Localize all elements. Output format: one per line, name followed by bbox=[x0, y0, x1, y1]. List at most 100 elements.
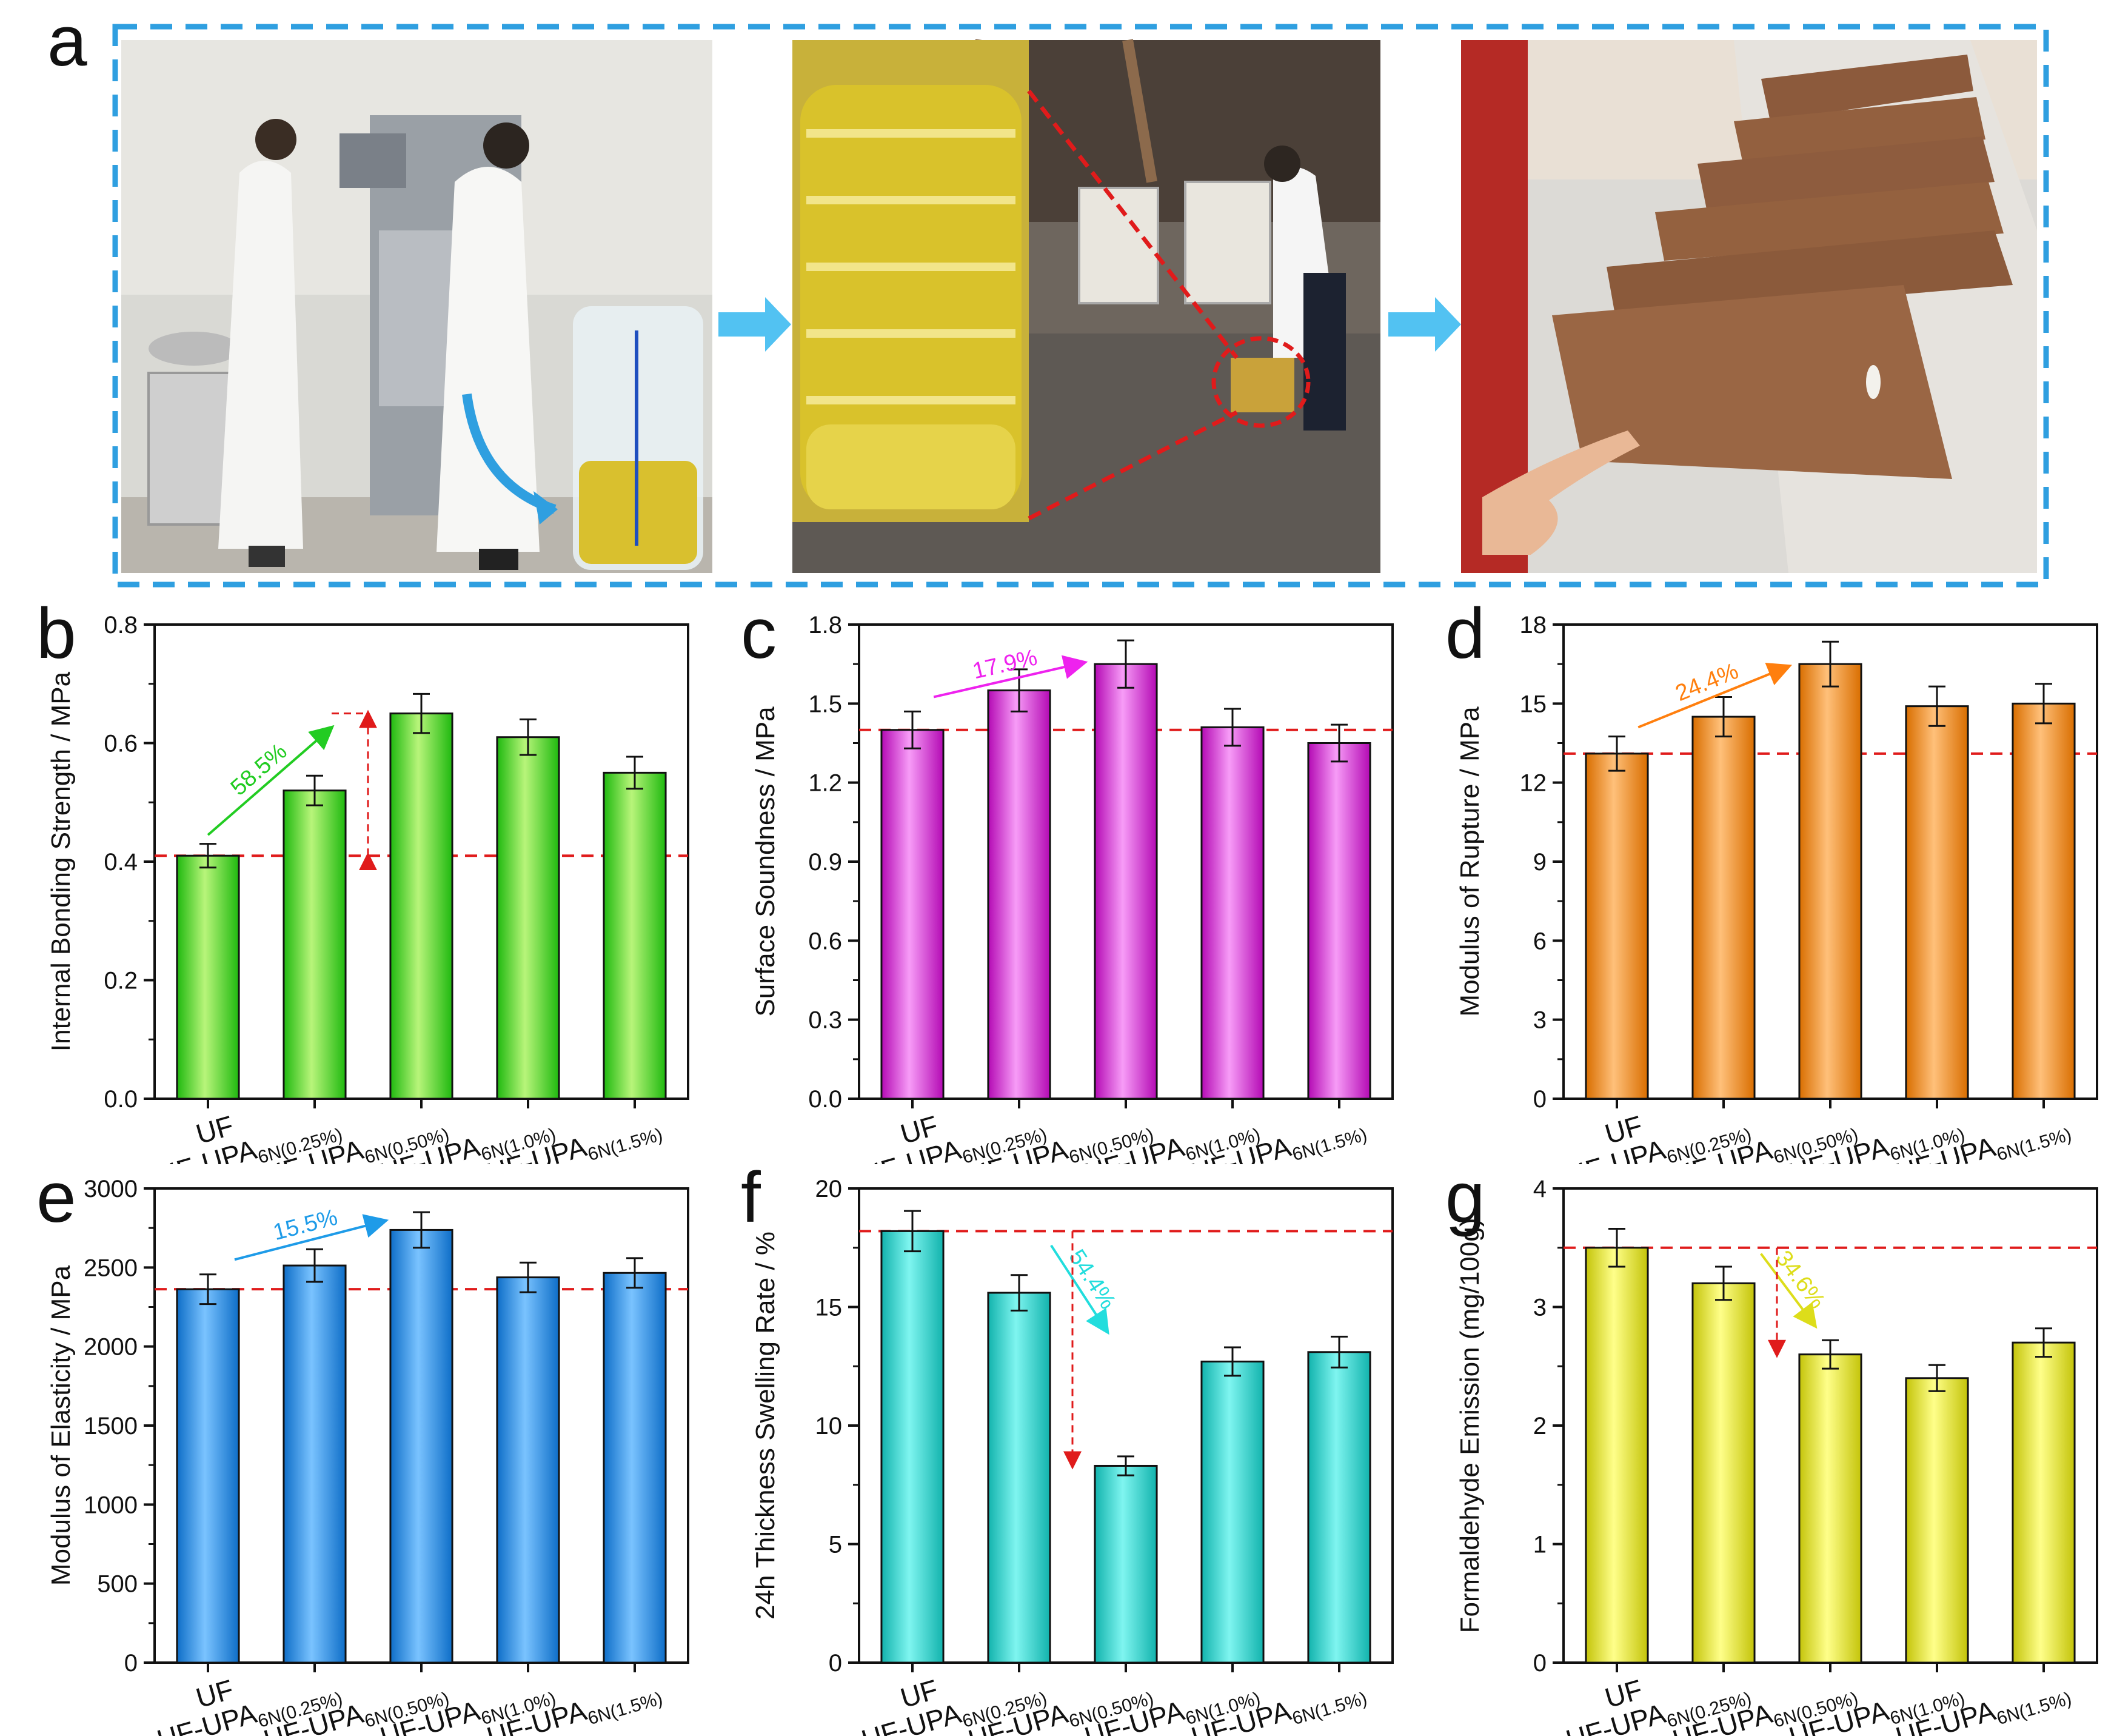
y-tick-label: 1.8 bbox=[808, 612, 842, 638]
y-axis-label: Internal Bonding Strength / MPa bbox=[46, 671, 76, 1051]
x-tick-label-subscript: 6N(1.5%) bbox=[1995, 1125, 2074, 1164]
y-tick-label: 0.4 bbox=[104, 849, 138, 876]
y-tick-label: 0 bbox=[1533, 1086, 1547, 1113]
trend-arrow bbox=[234, 1214, 389, 1261]
trend-arrow bbox=[1050, 1244, 1109, 1335]
trend-arrow bbox=[207, 725, 335, 836]
y-tick-label: 0.8 bbox=[104, 612, 138, 638]
y-tick-label: 9 bbox=[1533, 849, 1547, 876]
bar bbox=[1094, 663, 1158, 1100]
y-axis-label: 24h Thickness Swelling Rate / % bbox=[751, 1232, 780, 1620]
panel-letter-g: g bbox=[1445, 1164, 1485, 1238]
flow-arrow-2-icon bbox=[1388, 297, 1461, 352]
y-tick-label: 18 bbox=[1520, 612, 1547, 638]
bar bbox=[389, 1228, 453, 1664]
bar bbox=[880, 729, 945, 1100]
trend-arrow bbox=[933, 655, 1088, 699]
bar bbox=[1905, 1377, 1969, 1664]
y-tick-label: 1500 bbox=[84, 1413, 138, 1439]
y-tick-label: 0.3 bbox=[808, 1007, 842, 1034]
bar bbox=[176, 1288, 240, 1664]
x-tick-label-subscript: 6N(1.5%) bbox=[586, 1689, 665, 1729]
bar bbox=[1905, 705, 1969, 1100]
y-tick-label: 12 bbox=[1520, 770, 1547, 797]
y-tick-label: 0 bbox=[829, 1650, 842, 1677]
y-axis-label: Surface Soundness / MPa bbox=[751, 706, 780, 1017]
bar bbox=[283, 789, 347, 1100]
bar bbox=[1200, 726, 1265, 1100]
y-tick-label: 0.2 bbox=[104, 968, 138, 994]
bar bbox=[603, 771, 667, 1100]
bar bbox=[603, 1272, 667, 1664]
chart-panel-b: b 0.0 0.2 0.4 0.6 0.8 Internal Bonding Strengt… bbox=[36, 594, 689, 1164]
panel-letter-a: a bbox=[47, 1, 87, 81]
chart-panel-f: f 0 5 10 15 20 24h Thickness Swelling Rate / %… bbox=[741, 1164, 1394, 1736]
bar bbox=[1585, 752, 1649, 1100]
y-tick-label: 0.9 bbox=[808, 849, 842, 876]
trend-arrow bbox=[1760, 1253, 1818, 1329]
y-tick-label: 15 bbox=[1520, 691, 1547, 717]
y-tick-label: 1 bbox=[1533, 1532, 1547, 1558]
chart-panel-c: c 0.0 0.3 0.6 0.9 1.2 1.5 1.8 Surface Soundness … bbox=[741, 594, 1394, 1164]
bar bbox=[1798, 663, 1862, 1100]
panel-letter-b: b bbox=[36, 594, 76, 674]
bar bbox=[176, 854, 240, 1100]
bar bbox=[2012, 1341, 2076, 1664]
y-axis-label: Modulus of Elasticity / MPa bbox=[46, 1265, 76, 1586]
y-tick-label: 0.0 bbox=[104, 1086, 138, 1113]
y-tick-label: 6 bbox=[1533, 928, 1547, 954]
particleboard-panels-photo bbox=[1461, 40, 2037, 573]
resin-bottle-factory-photo bbox=[792, 39, 1380, 573]
bar bbox=[1200, 1360, 1265, 1664]
bar bbox=[389, 712, 453, 1100]
y-tick-label: 0.0 bbox=[808, 1086, 842, 1113]
y-tick-label: 2500 bbox=[84, 1255, 138, 1281]
panel-a-frame bbox=[112, 24, 2049, 588]
bar bbox=[1798, 1353, 1862, 1664]
y-tick-label: 2000 bbox=[84, 1334, 138, 1361]
y-tick-label: 1.5 bbox=[808, 691, 842, 717]
y-tick-label: 0.6 bbox=[104, 731, 138, 757]
x-tick-label-subscript: 6N(1.5%) bbox=[1995, 1689, 2074, 1729]
panel-a: a bbox=[47, 1, 2049, 588]
y-tick-label: 0 bbox=[1533, 1650, 1547, 1677]
y-tick-label: 3000 bbox=[84, 1176, 138, 1202]
trend-percent-label: 17.9% bbox=[970, 645, 1039, 684]
bar bbox=[987, 689, 1051, 1100]
bar bbox=[283, 1264, 347, 1664]
bar bbox=[1585, 1247, 1649, 1664]
y-tick-label: 20 bbox=[815, 1176, 843, 1202]
x-tick-label-subscript: 6N(1.5%) bbox=[586, 1125, 665, 1164]
bar bbox=[1094, 1464, 1158, 1664]
lab-reactor-photo bbox=[121, 40, 712, 573]
y-tick-label: 3 bbox=[1533, 1295, 1547, 1321]
bar bbox=[2012, 702, 2076, 1100]
trend-percent-label: 15.5% bbox=[270, 1205, 340, 1246]
y-tick-label: 4 bbox=[1533, 1176, 1547, 1202]
bar bbox=[1307, 1351, 1371, 1664]
panel-letter-c: c bbox=[741, 594, 777, 674]
y-tick-label: 500 bbox=[97, 1571, 138, 1598]
flow-arrow-1-icon bbox=[718, 297, 791, 352]
y-axis-label: Modulus of Rupture / MPa bbox=[1455, 706, 1485, 1017]
y-axis-label: Formaldehyde Emission (mg/100g) bbox=[1455, 1218, 1485, 1634]
y-tick-label: 15 bbox=[815, 1295, 843, 1321]
panel-letter-d: d bbox=[1445, 594, 1485, 674]
y-tick-label: 1.2 bbox=[808, 770, 842, 797]
bar bbox=[987, 1292, 1051, 1664]
y-tick-label: 5 bbox=[829, 1532, 842, 1558]
x-tick-label-subscript: 6N(1.5%) bbox=[1290, 1125, 1370, 1164]
chart-panel-e: e 0 500 1000 1500 2000 2500 3000 Modulus of Elas… bbox=[36, 1164, 689, 1736]
bar bbox=[1307, 742, 1371, 1100]
bar bbox=[880, 1230, 945, 1664]
y-tick-label: 3 bbox=[1533, 1007, 1547, 1034]
y-tick-label: 10 bbox=[815, 1413, 843, 1439]
bar bbox=[1691, 716, 1756, 1100]
trend-arrow bbox=[1637, 663, 1793, 729]
x-tick-label-subscript: 6N(1.5%) bbox=[1290, 1689, 1370, 1729]
panel-letter-e: e bbox=[36, 1164, 76, 1238]
y-tick-label: 1000 bbox=[84, 1492, 138, 1518]
